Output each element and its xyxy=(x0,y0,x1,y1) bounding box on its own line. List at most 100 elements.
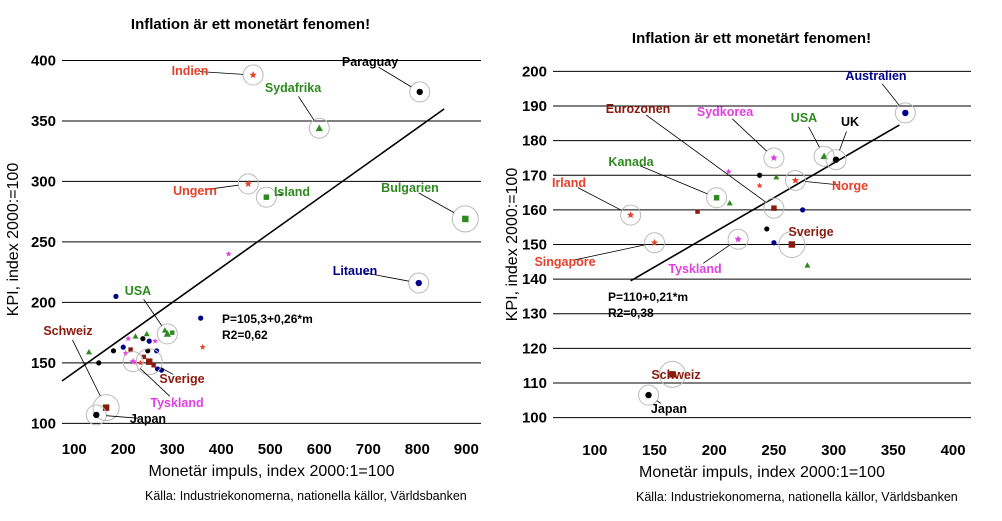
right-data-point-5 xyxy=(726,199,733,206)
left-halo-sverige xyxy=(135,348,163,376)
left-data-point-11 xyxy=(140,336,146,342)
right-data-point-2 xyxy=(773,173,780,180)
left-data-point-sverige xyxy=(146,358,153,365)
left-label-japan: Japan xyxy=(130,412,166,426)
left-data-point-13 xyxy=(146,338,152,344)
left-label-tyskland: Tyskland xyxy=(150,396,203,410)
left-data-point-schweiz xyxy=(102,404,110,411)
left-data-point-23 xyxy=(161,327,168,333)
left-connector-bulgarien xyxy=(418,192,455,213)
right-label-schweiz: Schweiz xyxy=(651,368,700,382)
right-ytick-label-190: 190 xyxy=(522,98,547,115)
right-ytick-label-110: 110 xyxy=(523,375,547,392)
right-halo-sverige xyxy=(778,231,806,258)
left-connector-japan xyxy=(106,415,139,419)
left-data-point-usa xyxy=(163,330,172,337)
left-regression-line xyxy=(61,108,445,382)
left-connector-schweiz xyxy=(72,339,101,397)
right-ytick-label-100: 100 xyxy=(522,410,547,427)
right-label-eurozonen: Eurozonen xyxy=(606,102,671,116)
left-data-point-10 xyxy=(122,350,129,356)
left-data-point-ungern xyxy=(244,180,252,187)
left-data-point-18 xyxy=(137,359,144,366)
left-label-litauen: Litauen xyxy=(333,264,377,278)
right-regression-r2: R2=0,38 xyxy=(608,306,654,320)
right-ytick-label-160: 160 xyxy=(522,202,547,219)
left-data-point-0 xyxy=(113,293,119,299)
left-xtick-label-900: 900 xyxy=(454,441,479,458)
right-ytick-label-140: 140 xyxy=(522,271,547,288)
left-connector-litauen xyxy=(364,272,410,282)
right-data-point-irland xyxy=(626,211,635,219)
right-ytick-label-130: 130 xyxy=(522,306,547,323)
left-data-point-19 xyxy=(151,363,156,368)
right-halo-singapore xyxy=(644,232,666,254)
right-data-point-sydkorea xyxy=(770,154,778,162)
right-label-singapore: Singapore xyxy=(534,255,595,269)
left-halo-island xyxy=(255,186,277,208)
left-data-point-paraguay xyxy=(416,88,423,96)
left-label-usa: USA xyxy=(125,284,151,298)
left-halo-tyskland xyxy=(122,351,144,373)
left-xtick-label-400: 400 xyxy=(209,441,234,458)
right-xtick-label-300: 300 xyxy=(821,442,846,459)
right-connector-kanada xyxy=(640,165,708,195)
left-xtick-label-800: 800 xyxy=(405,441,430,458)
left-x-axis-label: Monetär impuls, index 2000:1=100 xyxy=(149,463,395,480)
left-data-point-2 xyxy=(198,315,204,321)
right-y-axis-label: KPI, index 2000:=100 xyxy=(504,168,521,322)
right-ytick-label-170: 170 xyxy=(522,167,547,184)
right-data-point-1 xyxy=(756,182,763,189)
left-ytick-label-250: 250 xyxy=(31,234,56,251)
right-ytick-label-120: 120 xyxy=(522,340,547,357)
left-halo-ungern xyxy=(237,173,259,195)
left-ytick-label-200: 200 xyxy=(31,294,56,311)
left-source-note: Källa: Industriekonomerna, nationella kä… xyxy=(145,489,467,503)
right-data-point-uk xyxy=(832,156,840,163)
left-xtick-label-500: 500 xyxy=(258,441,283,458)
left-halo-indien xyxy=(242,64,264,86)
right-halo-schweiz xyxy=(658,360,686,388)
right-connector-singapore xyxy=(574,244,645,261)
right-chart-panel: Inflation är ett monetärt fenomen! 100 11… xyxy=(501,0,1002,521)
left-data-point-1 xyxy=(225,250,232,257)
right-label-usa: USA xyxy=(791,111,817,125)
left-label-paraguay: Paraguay xyxy=(342,55,398,69)
right-halo-usa xyxy=(813,145,835,167)
left-ytick-label-400: 400 xyxy=(31,52,56,69)
right-data-point-sverige xyxy=(788,241,796,248)
right-data-point-8 xyxy=(800,207,806,213)
left-xtick-label-100: 100 xyxy=(62,441,87,458)
left-label-ungern: Ungern xyxy=(173,184,217,198)
right-connector-tyskland xyxy=(703,244,731,264)
left-halo-paraguay xyxy=(409,81,431,103)
left-halo-bulgarien xyxy=(451,205,479,233)
right-halo-irland xyxy=(620,204,642,226)
right-label-uk: UK xyxy=(841,115,859,129)
right-data-point-norge xyxy=(791,176,800,184)
left-connector-tyskland xyxy=(140,368,170,397)
right-data-point-4 xyxy=(695,209,700,214)
left-halo-usa xyxy=(156,323,178,345)
right-regression-equation: P=110+0,21*m xyxy=(608,290,688,304)
right-halo-tyskland xyxy=(727,228,749,250)
left-connector-ungern xyxy=(204,184,239,191)
right-halo-sydkorea xyxy=(763,147,785,169)
left-ytick-label-300: 300 xyxy=(31,173,56,190)
right-halo-australien xyxy=(894,102,916,124)
right-ytick-label-200: 200 xyxy=(522,63,547,80)
right-halo-eurozonen xyxy=(763,197,785,219)
left-data-point-4 xyxy=(85,349,92,355)
left-data-point-8 xyxy=(125,335,132,342)
right-data-point-kanada xyxy=(713,195,720,201)
right-xtick-label-150: 150 xyxy=(642,442,667,459)
right-xtick-label-350: 350 xyxy=(881,442,906,459)
left-data-point-16 xyxy=(145,348,151,354)
right-data-point-schweiz xyxy=(669,371,676,378)
right-data-point-6 xyxy=(764,226,770,232)
left-data-point-12 xyxy=(143,330,150,337)
left-label-indien: Indien xyxy=(172,64,209,78)
left-halo-schweiz xyxy=(92,394,120,422)
right-label-japan: Japan xyxy=(651,402,687,416)
right-chart-title: Inflation är ett monetärt fenomen! xyxy=(631,30,872,47)
